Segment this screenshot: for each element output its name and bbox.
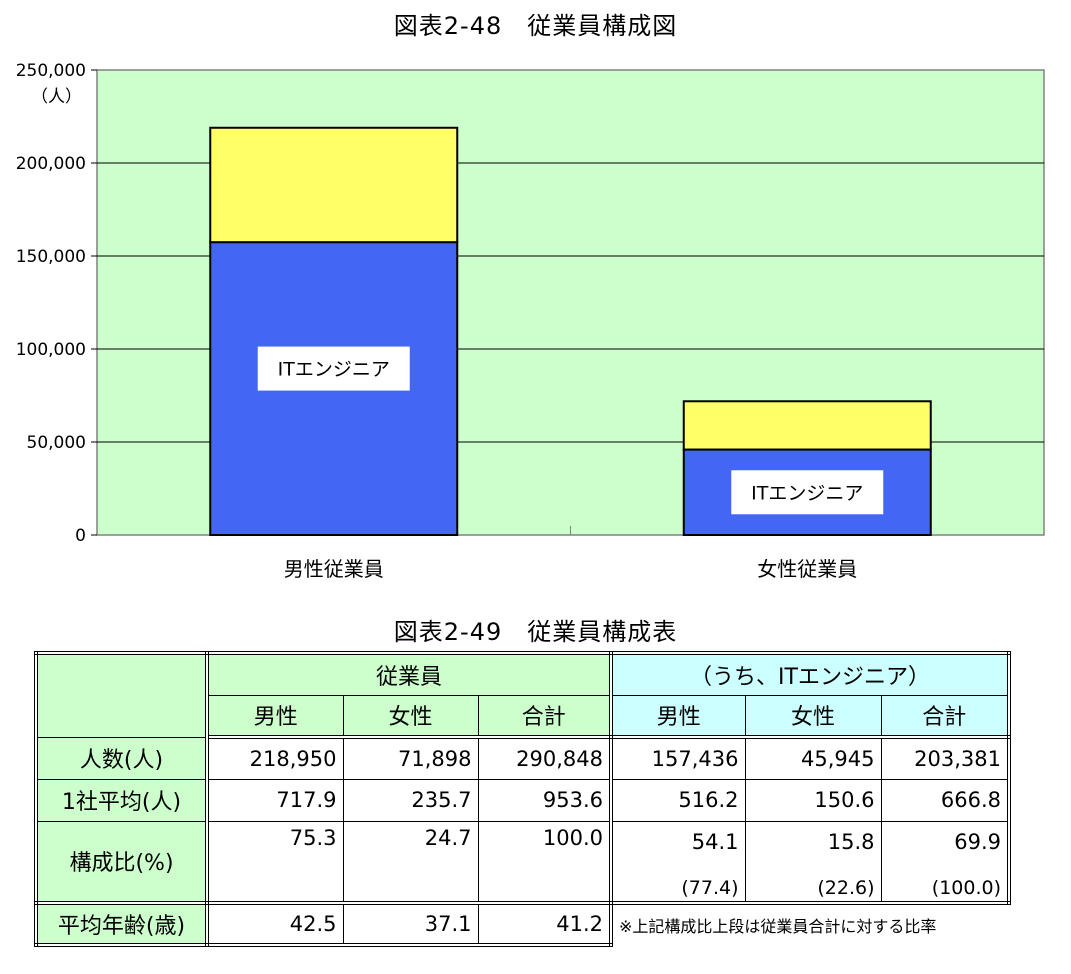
table-cell: 717.9 (206, 778, 344, 822)
table-cell: 41.2 (477, 902, 613, 947)
table-cell: 24.7 (342, 820, 479, 905)
y-tick-label: 150,000 (16, 247, 86, 267)
group-header-it: （うち、ITエンジニア） (610, 651, 1011, 696)
table-cell: 203,381 (880, 736, 1011, 780)
table-cell: 235.7 (342, 778, 479, 822)
bar-label: ITエンジニア (751, 482, 863, 504)
col-header-it-total: 合計 (880, 694, 1011, 739)
table-cell: 37.1 (342, 902, 479, 947)
y-tick-label: 0 (75, 526, 86, 546)
table-cell: 953.6 (477, 778, 613, 822)
table-cell: 290,848 (477, 736, 613, 780)
table-cell: 516.2 (610, 778, 746, 822)
y-axis: 0 50,000 100,000 150,000 200,000 250,000 (16, 61, 97, 546)
table-row: (77.4) (22.6) (100.0) (36, 863, 1011, 905)
table-row: 人数(人) 218,950 71,898 290,848 157,436 45,… (34, 736, 1011, 780)
table-cell: 69.9 (880, 820, 1011, 863)
table-cell: 218,950 (206, 736, 344, 780)
bar-label: ITエンジニア (278, 359, 390, 381)
col-header-it-female: 女性 (744, 694, 882, 739)
group-header-employees: 従業員 (206, 651, 613, 696)
bar-segment (682, 400, 932, 451)
table-cell-sub: (100.0) (880, 863, 1011, 905)
y-tick-label: 50,000 (27, 433, 86, 453)
table-cell: 666.8 (880, 778, 1011, 822)
row-label: 人数(人) (34, 736, 209, 780)
y-tick-label: 200,000 (16, 154, 86, 174)
row-label: 構成比(%) (34, 820, 209, 905)
table-row: 1社平均(人) 717.9 235.7 953.6 516.2 150.6 66… (34, 778, 1011, 822)
col-header-it-male: 男性 (610, 694, 746, 739)
table-cell: 45,945 (744, 736, 882, 780)
employee-composition-table: 従業員 （うち、ITエンジニア） 男性 女性 合計 男性 女性 合計 人数(人)… (34, 651, 1011, 947)
table-cell: 100.0 (477, 820, 613, 905)
x-category-label: 男性従業員 (284, 557, 384, 581)
x-category-label: 女性従業員 (757, 557, 857, 581)
table-cell: 75.3 (206, 820, 344, 905)
table-cell: 42.5 (206, 902, 344, 947)
y-tick-label: 100,000 (16, 340, 86, 360)
table-cell: 15.8 (744, 820, 882, 863)
table-cell: 71,898 (342, 736, 479, 780)
table-cell-sub: (22.6) (744, 863, 882, 905)
bar-segment (209, 126, 459, 244)
stacked-bar-chart: ITエンジニア ITエンジニア 0 50,000 100,000 150,000 200,… (16, 61, 1045, 581)
y-axis-unit: （人） (31, 87, 82, 107)
col-header-total: 合計 (477, 694, 613, 739)
table-note: ※上記構成比上段は従業員合計に対する比率 (619, 917, 937, 936)
bar-label-box (731, 470, 884, 515)
y-tick-label: 250,000 (16, 61, 86, 81)
table-title: 図表2-49 従業員構成表 (393, 618, 678, 646)
bars: ITエンジニア ITエンジニア (209, 126, 932, 536)
x-axis: 男性従業員 女性従業員 (284, 526, 857, 581)
table-row: 平均年齢(歳) 42.5 37.1 41.2 ※上記構成比上段は従業員合計に対す… (34, 902, 1009, 947)
table-cell: 150.6 (744, 778, 882, 822)
table-cell: 54.1 (610, 820, 746, 863)
col-header-female: 女性 (342, 694, 479, 739)
table-cell: 157,436 (610, 736, 746, 780)
corner-cell (34, 651, 209, 738)
row-label: 1社平均(人) (34, 778, 209, 822)
table-row: 構成比(%) 75.3 24.7 100.0 54.1 15.8 69.9 (34, 820, 1011, 905)
col-header-male: 男性 (206, 694, 344, 739)
chart-title: 図表2-48 従業員構成図 (393, 12, 678, 40)
row-label: 平均年齢(歳) (34, 902, 209, 947)
bar-label-box (257, 346, 410, 391)
table-cell-sub: (77.4) (610, 863, 746, 905)
